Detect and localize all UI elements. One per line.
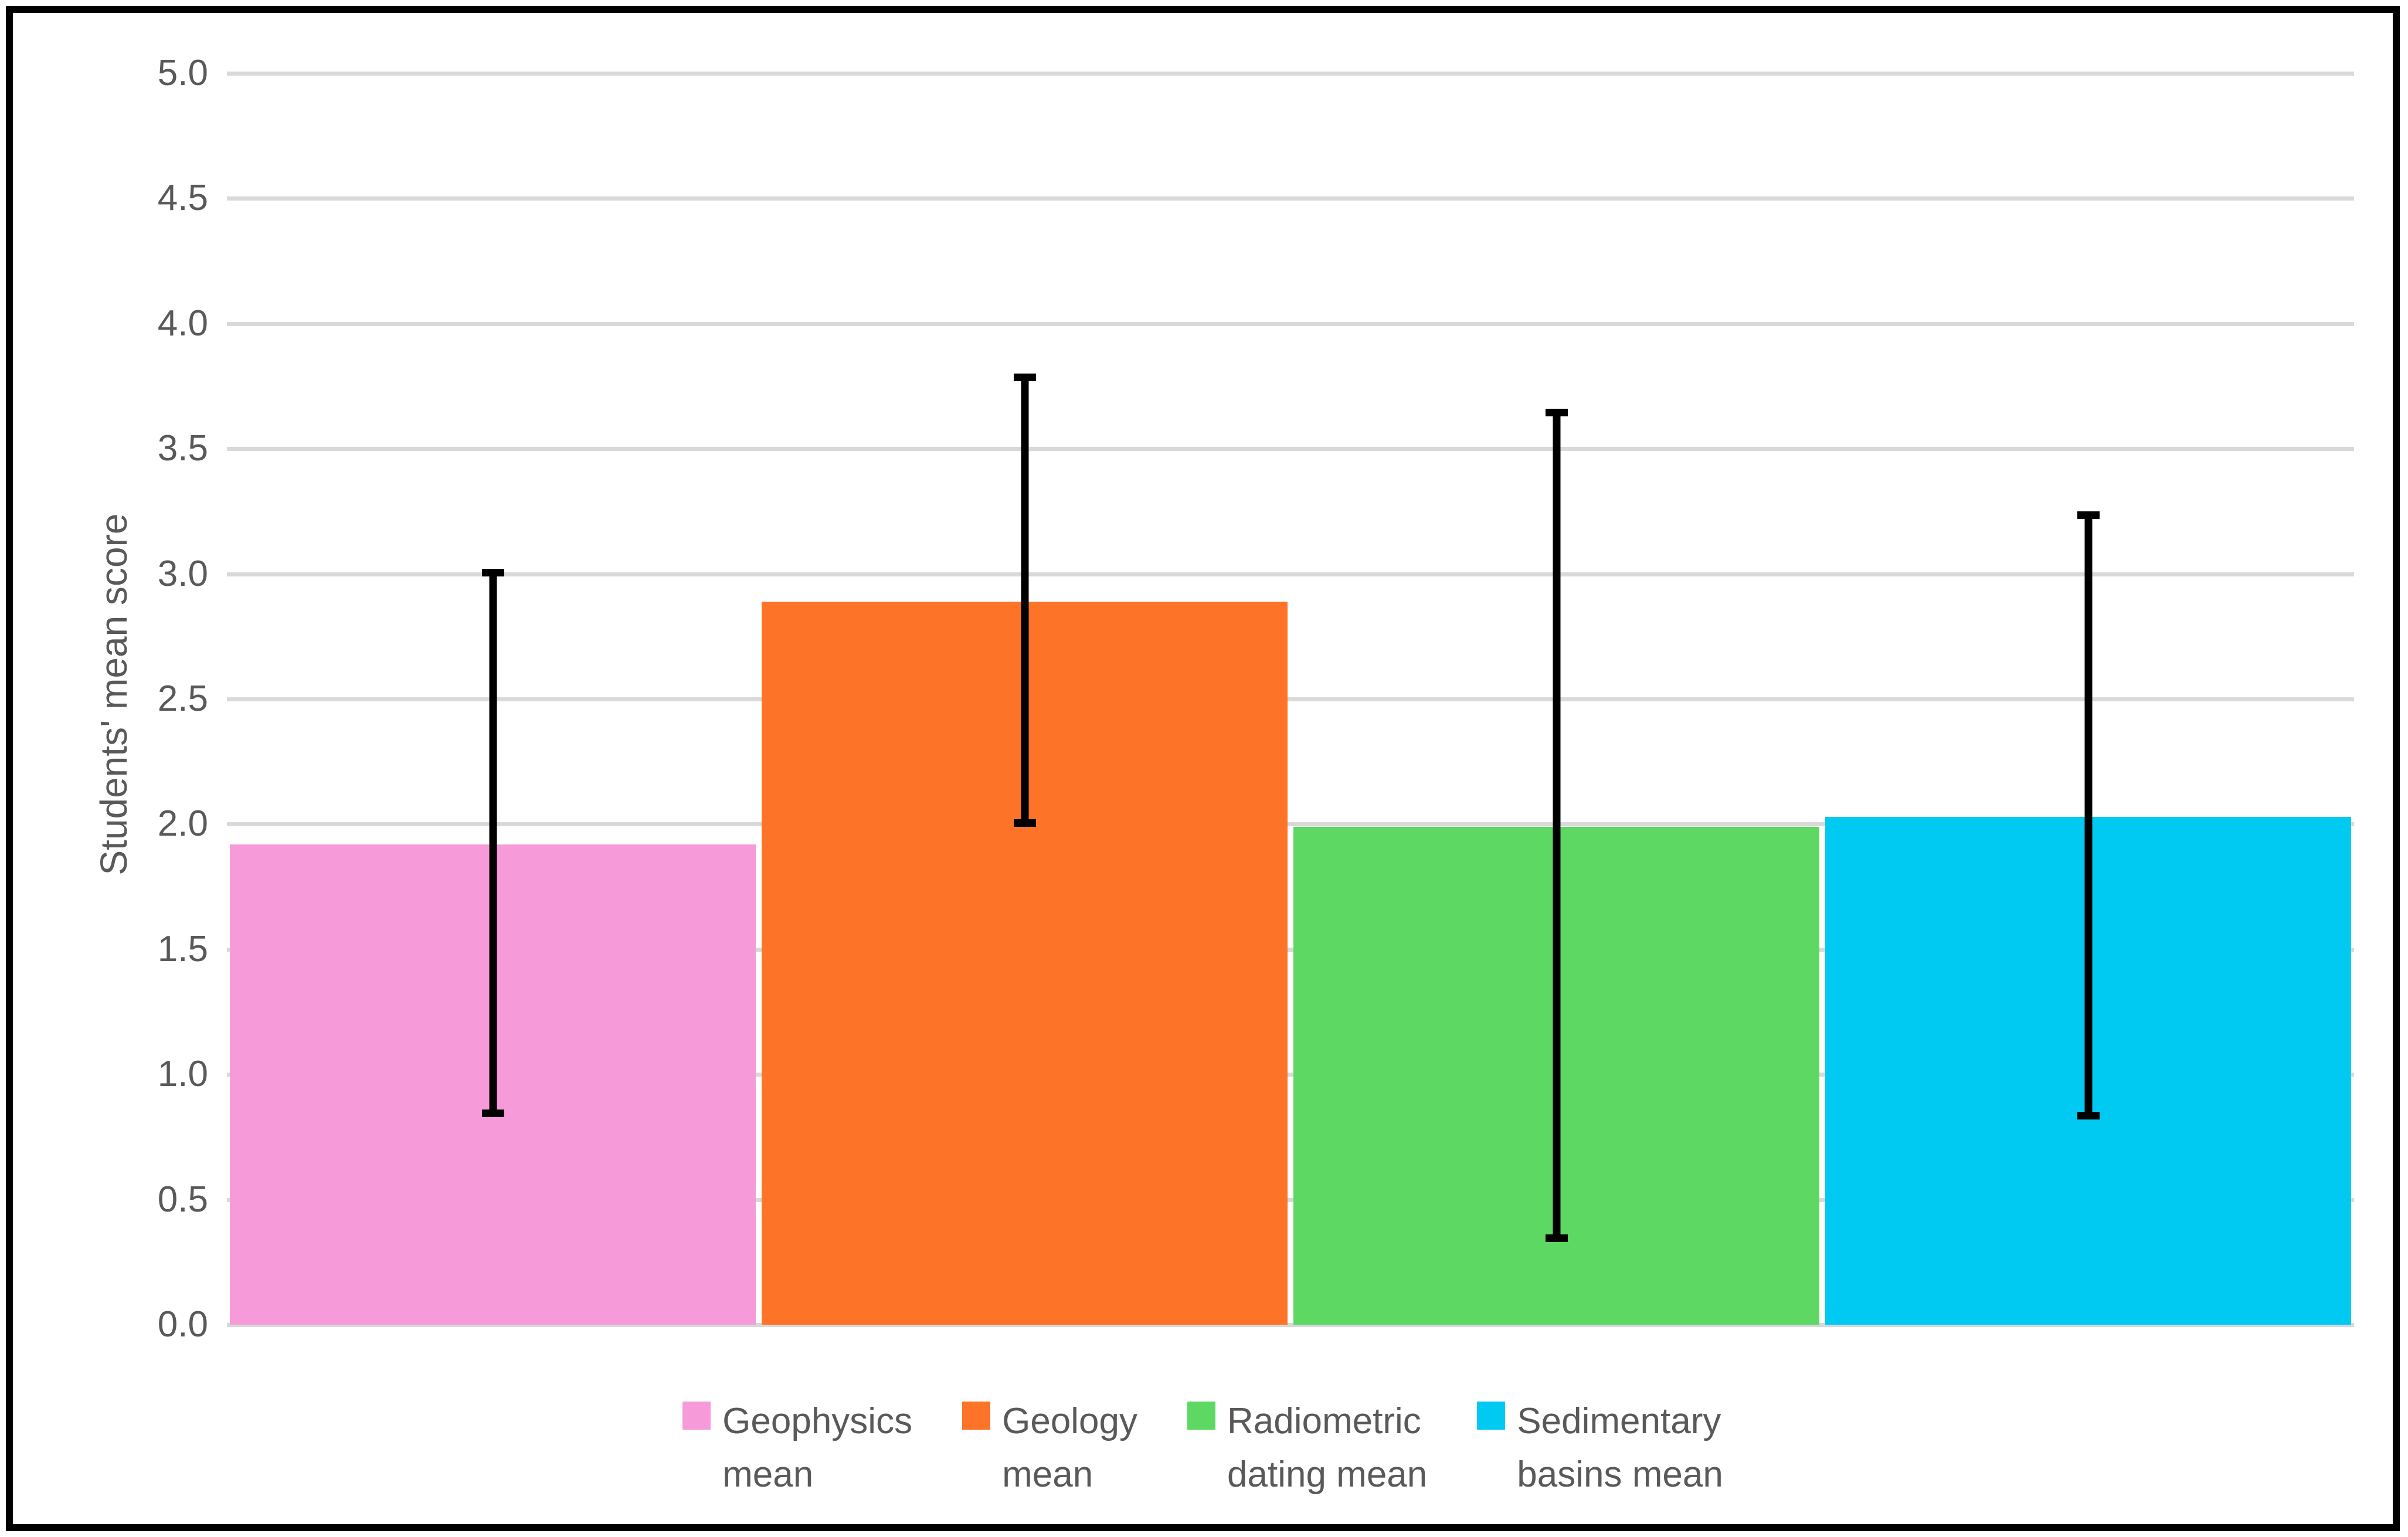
gridline — [227, 572, 2354, 576]
gridline — [227, 1197, 2354, 1202]
legend-label-line: Radiometric — [1227, 1401, 1421, 1441]
y-tick-label: 0.5 — [157, 1179, 208, 1220]
legend-swatch — [1477, 1402, 1506, 1430]
legend-label: Sedimentary basins mean — [1517, 1395, 1723, 1501]
gridline — [227, 822, 2354, 827]
legend-label: Geophysics mean — [722, 1395, 912, 1501]
y-tick-label: 4.5 — [157, 178, 208, 219]
gridline — [227, 947, 2354, 952]
plot-area — [227, 72, 2354, 1327]
legend-item: Geology mean — [962, 1395, 1137, 1501]
gridline — [227, 196, 2354, 201]
y-axis-ticks: 0.0 0.5 1.0 1.5 2.0 2.5 3.0 3.5 4.0 4.5 5.0 — [13, 53, 208, 1345]
legend-label-line: Geology — [1002, 1401, 1138, 1441]
legend-label-line: Geophysics — [722, 1401, 913, 1441]
error-bar-bottom-cap — [1013, 819, 1036, 827]
legend-label: Geology mean — [1002, 1395, 1137, 1501]
error-bar-line — [2084, 511, 2092, 1119]
gridline — [227, 697, 2354, 701]
error-bar-bottom-cap — [2077, 1112, 2100, 1119]
error-bar-line — [1553, 408, 1560, 1243]
legend-item: Sedimentary basins mean — [1477, 1395, 1723, 1501]
legend-label-line: mean — [722, 1454, 814, 1495]
legend-item: Geophysics mean — [682, 1395, 912, 1501]
y-tick-label: 4.0 — [157, 303, 208, 344]
chart-frame: Students' mean score 0.0 0.5 1.0 1.5 2.0 2.5 3… — [6, 6, 2400, 1531]
error-bar-line — [489, 569, 497, 1117]
gridline — [227, 1323, 2354, 1327]
error-bar — [1013, 374, 1036, 827]
legend-swatch — [1187, 1402, 1216, 1430]
gridline — [227, 321, 2354, 326]
legend-label-line: mean — [1002, 1454, 1093, 1495]
legend-swatch — [682, 1402, 711, 1430]
error-bar — [2077, 511, 2100, 1119]
legend-label-line: basins mean — [1517, 1454, 1723, 1495]
gridline — [227, 447, 2354, 452]
legend: Geophysics mean Geology mean Radiometric dati… — [13, 1395, 2393, 1501]
legend-swatch — [962, 1402, 991, 1430]
error-bar-line — [1021, 374, 1028, 827]
legend-item: Radiometric dating mean — [1187, 1395, 1427, 1501]
legend-label-line: Sedimentary — [1517, 1401, 1721, 1441]
error-bar — [1545, 408, 1568, 1243]
y-tick-label: 3.0 — [157, 553, 208, 594]
error-bar-bottom-cap — [1545, 1234, 1568, 1243]
legend-label-line: dating mean — [1227, 1454, 1428, 1495]
y-tick-label: 2.0 — [157, 803, 208, 844]
gridline — [227, 72, 2354, 76]
error-bar — [481, 569, 504, 1117]
gridline — [227, 1073, 2354, 1077]
y-tick-label: 3.5 — [157, 428, 208, 469]
legend-label: Radiometric dating mean — [1227, 1395, 1427, 1501]
error-bar-bottom-cap — [481, 1109, 504, 1117]
y-tick-label: 2.5 — [157, 678, 208, 719]
y-tick-label: 1.0 — [157, 1054, 208, 1095]
y-tick-label: 1.5 — [157, 928, 208, 969]
y-tick-label: 5.0 — [157, 53, 208, 93]
y-tick-label: 0.0 — [157, 1304, 208, 1345]
